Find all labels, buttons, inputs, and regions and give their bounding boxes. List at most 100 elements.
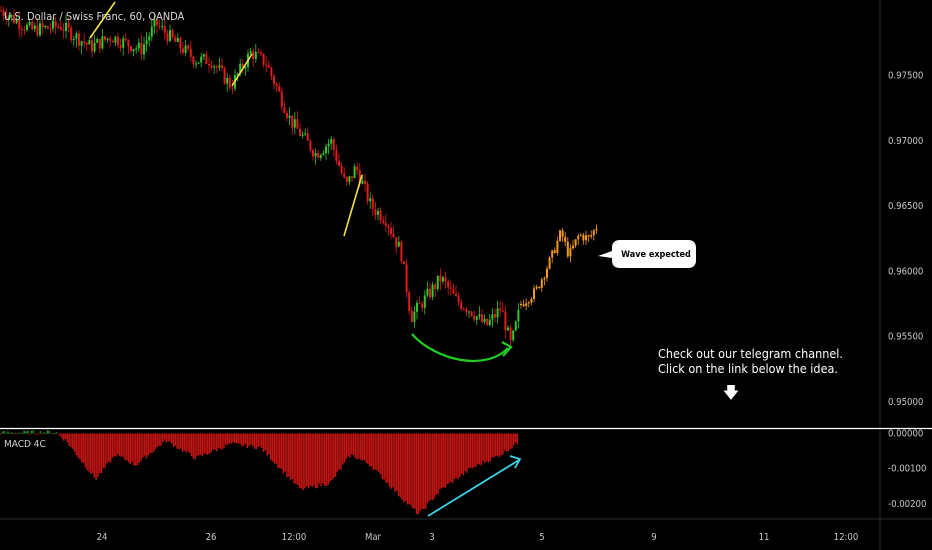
macd-bar xyxy=(442,433,445,488)
macd-bar xyxy=(295,433,297,484)
rounding-bottom-arrow[interactable] xyxy=(411,333,513,363)
macd-bar xyxy=(124,433,126,461)
candle xyxy=(275,84,278,87)
macd-bar xyxy=(327,433,330,485)
candle xyxy=(137,42,140,49)
macd-bar xyxy=(1,431,4,434)
time-label: 5 xyxy=(539,532,544,543)
macd-bar xyxy=(423,433,425,509)
symbol-title[interactable]: U.S. Dollar / Swiss Franc, 60, OANDA xyxy=(4,10,185,23)
candle xyxy=(85,42,88,45)
macd-bar xyxy=(106,433,108,464)
candle xyxy=(28,22,31,25)
candle xyxy=(475,316,478,320)
candle xyxy=(390,228,392,234)
candle xyxy=(156,19,158,26)
candle xyxy=(218,65,221,68)
macd-bar xyxy=(135,433,137,466)
macd-bar xyxy=(131,433,133,462)
macd-bar xyxy=(43,432,45,434)
candle xyxy=(13,15,15,23)
trend-line-2[interactable] xyxy=(231,53,253,87)
candle xyxy=(338,160,340,166)
candle xyxy=(447,281,450,288)
candle xyxy=(582,234,585,241)
candle xyxy=(473,315,476,320)
macd-bar xyxy=(396,433,398,491)
candle xyxy=(434,284,437,290)
macd-bar xyxy=(261,433,263,449)
candle xyxy=(244,67,247,69)
macd-bar xyxy=(127,433,130,463)
macd-bar xyxy=(351,433,353,455)
candle xyxy=(278,86,281,92)
candle xyxy=(514,321,517,331)
macd-bar xyxy=(399,433,402,498)
candle xyxy=(358,170,361,184)
macd-axis-label: 0.00000 xyxy=(888,429,923,440)
macd-bar xyxy=(64,433,67,440)
macd-bar xyxy=(342,433,344,465)
macd-bar xyxy=(513,433,515,446)
candle xyxy=(130,46,132,52)
time-axis[interactable]: 24 26 12:00 Mar 3 5 9 11 12:00 xyxy=(97,532,859,543)
candle xyxy=(343,173,346,178)
macd-bar xyxy=(360,433,362,460)
trend-lines[interactable] xyxy=(89,1,363,237)
macd-axis[interactable]: 0.00000 -0.00100 -0.00200 xyxy=(888,429,926,510)
candle xyxy=(249,51,252,54)
macd-bar xyxy=(120,433,123,457)
candle xyxy=(395,237,398,247)
macd-histogram xyxy=(0,430,519,515)
price-axis[interactable]: 0.97500 0.97000 0.96500 0.96000 0.95500 … xyxy=(888,71,923,408)
macd-bar xyxy=(61,433,63,439)
macd-bar xyxy=(477,433,479,464)
macd-trend-arrow[interactable] xyxy=(427,459,520,517)
indicator-title[interactable]: MACD 4C xyxy=(4,439,46,450)
macd-bar xyxy=(239,433,241,444)
candle xyxy=(111,40,114,43)
macd-bar xyxy=(435,433,438,495)
candle xyxy=(322,153,325,155)
wave-expected-callout[interactable]: Wave expected xyxy=(598,240,696,268)
candle xyxy=(366,183,369,202)
macd-bar xyxy=(455,433,457,478)
macd-bar xyxy=(514,433,517,443)
candle xyxy=(75,33,78,40)
macd-bar xyxy=(95,433,97,481)
candle xyxy=(452,288,455,294)
macd-bar xyxy=(262,433,265,452)
macd-bar xyxy=(446,433,448,485)
macd-bar xyxy=(306,433,308,487)
candle xyxy=(265,64,268,66)
macd-bar xyxy=(174,433,177,446)
macd-bar xyxy=(279,433,281,469)
macd-bar xyxy=(46,430,49,434)
macd-bar xyxy=(352,433,355,456)
candle xyxy=(351,176,353,178)
macd-bar xyxy=(282,433,285,474)
macd-bar xyxy=(459,433,461,477)
macd-bar xyxy=(32,430,34,434)
candle xyxy=(158,25,161,27)
macd-bar xyxy=(495,433,497,457)
candle xyxy=(187,45,190,49)
macd-bar xyxy=(320,433,322,487)
macd-bar xyxy=(210,433,213,453)
candle xyxy=(145,40,148,45)
candle xyxy=(117,36,119,46)
macd-bar xyxy=(205,433,207,455)
candle xyxy=(546,268,548,278)
macd-bar xyxy=(84,433,87,468)
candle xyxy=(161,26,164,27)
macd-bar xyxy=(81,433,83,463)
macd-bar xyxy=(387,433,389,483)
macd-bar xyxy=(469,433,472,468)
macd-bar xyxy=(475,433,477,467)
trend-line-3[interactable] xyxy=(343,174,363,237)
macd-bar xyxy=(147,433,150,456)
trend-line-1[interactable] xyxy=(89,1,116,39)
candle xyxy=(356,166,359,171)
candle xyxy=(163,26,166,33)
